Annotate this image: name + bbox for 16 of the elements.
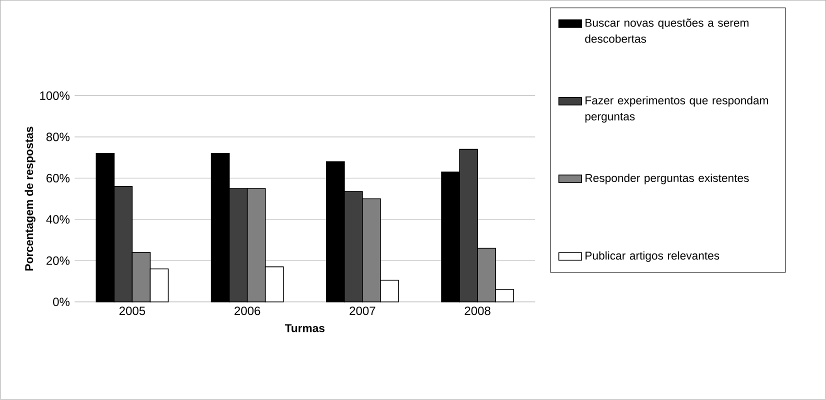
x-tick-label: 2008 xyxy=(464,306,490,316)
x-tick-label: 2005 xyxy=(119,306,146,316)
x-tick-label: 2007 xyxy=(350,306,376,316)
x-axis-title: Turmas xyxy=(284,324,324,332)
legend-label: Buscar novas questões a serem descobertas xyxy=(585,18,748,44)
legend-label: Responder perguntas existentes xyxy=(586,174,749,184)
y-tick-label: 0% xyxy=(53,298,70,306)
y-tick-label: 40% xyxy=(46,215,70,224)
y-tick-label: 20% xyxy=(46,256,70,266)
x-tick-label: 2006 xyxy=(234,306,260,316)
legend-label: Publicar artigos relevantes xyxy=(586,252,720,262)
y-tick-label: 60% xyxy=(46,174,70,183)
legend-label: Fazer experimentos que respondam perguntas xyxy=(585,96,768,123)
y-axis-title: Porcentagem de respostas xyxy=(24,126,36,271)
y-tick-label: 100% xyxy=(40,92,70,100)
y-tick-label: 80% xyxy=(46,132,70,142)
